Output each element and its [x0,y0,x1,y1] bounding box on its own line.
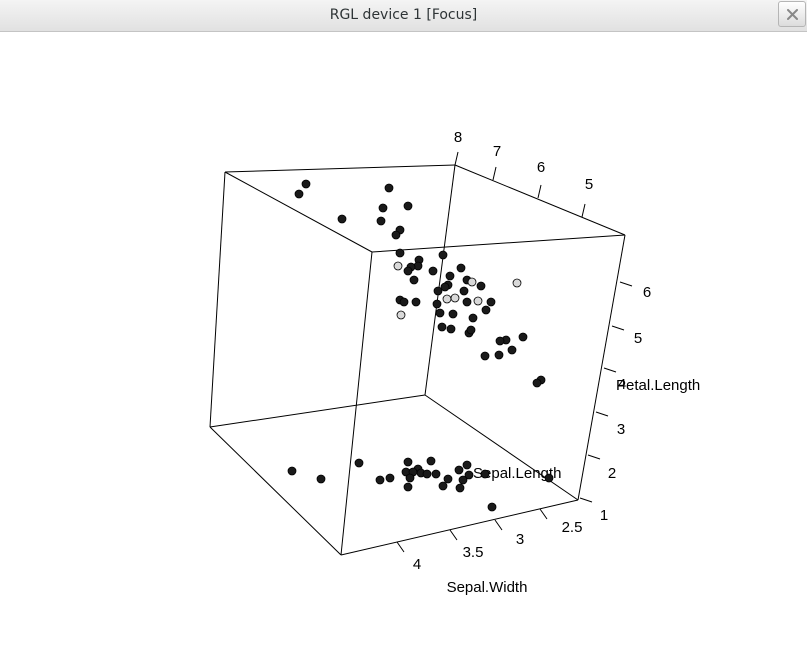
right-axis-ticks: 6 5 4 3 2 1 [600,284,651,524]
top-axis-ticks: 8 7 6 5 [454,129,593,193]
data-point [438,250,448,260]
data-point [462,460,472,470]
data-point-highlight [512,278,522,288]
data-point [480,351,490,361]
data-point [466,325,476,335]
tick-label: 4 [618,376,626,393]
data-point [455,483,465,493]
data-point [294,189,304,199]
data-point [337,214,347,224]
data-point [422,469,432,479]
data-point-highlight [393,261,403,271]
bounding-box [209,164,626,556]
tick-label: 5 [634,330,642,347]
tick-label: 7 [493,143,501,160]
data-point [405,473,415,483]
bottom-axis-ticks: 4 3.5 3 2.5 [413,519,583,573]
data-point [376,216,386,226]
tick-label: 1 [600,507,608,524]
data-point-highlight [467,277,477,287]
data-point [458,475,468,485]
close-icon [787,9,798,20]
data-point-highlight [473,296,483,306]
data-point [438,481,448,491]
data-point [403,201,413,211]
tick-label: 5 [585,176,593,193]
tick-label: 3 [617,421,625,438]
data-point [403,482,413,492]
data-point [399,297,409,307]
data-point [384,183,394,193]
data-point-highlight [442,294,452,304]
data-point [426,456,436,466]
tick-marks [396,151,633,553]
data-point [316,474,326,484]
axis-label-petal-length: Petal.Length [616,377,700,394]
tick-label: 2.5 [562,519,583,536]
data-point [462,297,472,307]
data-points [287,179,554,512]
data-point [459,286,469,296]
data-point [403,457,413,467]
close-button[interactable] [778,1,806,27]
data-point [375,475,385,485]
data-point [432,299,442,309]
data-point [518,332,528,342]
data-point [494,350,504,360]
data-point [301,179,311,189]
data-point [464,470,474,480]
tick-label: 4 [413,556,421,573]
data-point [435,308,445,318]
data-point [532,378,542,388]
data-point [433,286,443,296]
data-point [446,324,456,334]
data-point [448,309,458,319]
data-point [409,275,419,285]
data-point [391,230,401,240]
tick-label: 6 [537,159,545,176]
tick-label: 3 [516,531,524,548]
data-point [431,469,441,479]
title-bar[interactable]: RGL device 1 [Focus] [0,0,807,32]
data-point [378,203,388,213]
data-point [454,465,464,475]
data-point [395,248,405,258]
data-point-highlight [396,310,406,320]
data-point [385,473,395,483]
data-point [481,305,491,315]
data-point-highlight [450,293,460,303]
data-point [486,297,496,307]
axis-label-sepal-width: Sepal.Width [447,579,528,596]
data-point [354,458,364,468]
data-point [403,266,413,276]
data-point [544,473,554,483]
window-title: RGL device 1 [Focus] [329,7,478,23]
data-point [456,263,466,273]
rgl-canvas[interactable]: 8 7 6 5 6 5 4 3 2 1 4 3.5 3 2.5 Petal.Le… [0,32,807,646]
data-point [476,281,486,291]
data-point [428,266,438,276]
data-point [443,474,453,484]
tick-label: 3.5 [463,544,484,561]
data-point [480,469,490,479]
axis-label-sepal-length: Sepal.Length [473,465,561,482]
data-point [287,466,297,476]
data-point [495,336,505,346]
data-point [507,345,517,355]
data-point [440,282,450,292]
tick-label: 6 [643,284,651,301]
data-point [411,297,421,307]
data-point [468,313,478,323]
tick-label: 8 [454,129,462,146]
data-point [445,271,455,281]
data-point [487,502,497,512]
tick-label: 2 [608,465,616,482]
data-point [437,322,447,332]
